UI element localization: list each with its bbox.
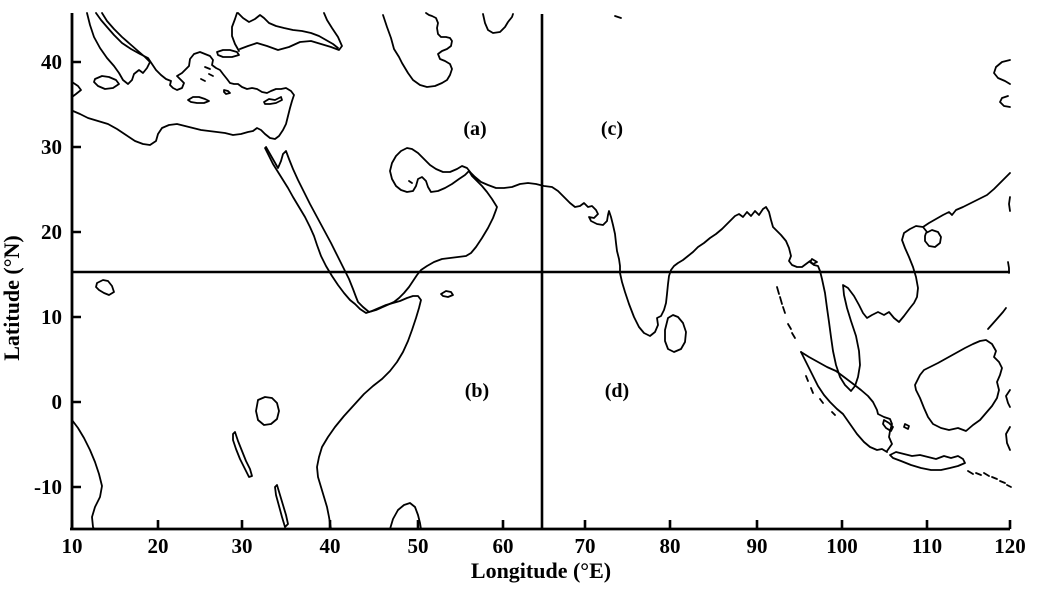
sea-of-marmara bbox=[216, 49, 240, 58]
island-palawan bbox=[987, 307, 1007, 330]
y-tick-label: -10 bbox=[34, 475, 62, 499]
coastline-mediterranean bbox=[72, 12, 295, 146]
coastlines bbox=[71, 12, 1012, 530]
black-sea-west-shore bbox=[231, 12, 240, 52]
coastline-northeast-africa bbox=[264, 147, 422, 530]
island-bahrain bbox=[408, 180, 413, 184]
x-tick-label: 70 bbox=[575, 534, 596, 558]
black-sea-north-shore bbox=[237, 12, 339, 49]
x-tick-label: 10 bbox=[62, 534, 83, 558]
y-axis-ticks bbox=[72, 60, 81, 489]
x-axis-ticks bbox=[70, 520, 1012, 529]
y-tick-label: 30 bbox=[41, 135, 62, 159]
lake-malawi bbox=[274, 484, 289, 528]
quadrant-label-d: (d) bbox=[605, 380, 629, 402]
island-cyprus bbox=[263, 96, 283, 105]
coastline-tunisia-cap-bon bbox=[71, 81, 82, 98]
island-sulawesi-edge-north bbox=[1005, 389, 1011, 408]
island-sri-lanka bbox=[664, 314, 687, 353]
x-tick-label: 20 bbox=[148, 534, 169, 558]
coastline-china-jiangsu bbox=[999, 95, 1011, 108]
island-sicily bbox=[93, 75, 120, 90]
island-taiwan-edge bbox=[1008, 196, 1011, 212]
y-tick-label: 40 bbox=[41, 50, 62, 74]
x-tick-label: 100 bbox=[826, 534, 858, 558]
y-tick-label: 20 bbox=[41, 220, 62, 244]
coastline-italy-adriatic bbox=[86, 12, 151, 85]
islands-mentawai bbox=[805, 375, 836, 416]
x-tick-label: 60 bbox=[493, 534, 514, 558]
island-bangka bbox=[882, 419, 894, 432]
islands-andaman-nicobar bbox=[776, 286, 796, 339]
coastline-arabia-india-seasia bbox=[265, 146, 1011, 392]
y-tick-labels: 40 30 20 10 0 -10 bbox=[34, 50, 62, 499]
y-tick-label: 10 bbox=[41, 305, 62, 329]
x-axis-title: Longitude (°E) bbox=[471, 558, 611, 583]
coastline-china-yellow-sea bbox=[993, 59, 1011, 85]
island-rhodes bbox=[223, 89, 231, 95]
island-madagascar-tip bbox=[389, 502, 422, 530]
x-tick-label: 30 bbox=[232, 534, 253, 558]
coastline-west-africa bbox=[71, 419, 103, 530]
quadrant-label-b: (b) bbox=[465, 380, 489, 402]
black-sea-south-east-shore bbox=[239, 12, 343, 51]
island-socotra bbox=[440, 290, 454, 298]
lake-victoria bbox=[255, 396, 280, 426]
quadrant-label-c: (c) bbox=[601, 118, 623, 140]
small-lake-top bbox=[614, 15, 622, 19]
island-belitung bbox=[903, 423, 910, 430]
quadrant-label-a: (a) bbox=[463, 118, 486, 140]
islands-bali-lesser-sunda bbox=[967, 470, 1012, 488]
x-tick-labels: 10 20 30 40 50 60 70 80 90 100 110 120 bbox=[62, 534, 1026, 558]
lake-chad bbox=[95, 279, 115, 296]
x-tick-label: 120 bbox=[994, 534, 1026, 558]
x-tick-label: 50 bbox=[408, 534, 429, 558]
y-tick-label: 0 bbox=[52, 390, 63, 414]
x-tick-label: 40 bbox=[320, 534, 341, 558]
island-sulawesi-edge-south bbox=[1005, 426, 1011, 451]
lake-tanganyika bbox=[232, 431, 253, 478]
island-java bbox=[889, 451, 966, 471]
island-crete bbox=[187, 96, 210, 104]
island-sumatra-west-coast bbox=[800, 351, 888, 453]
aegean-islands bbox=[200, 66, 214, 82]
caspian-sea bbox=[382, 12, 453, 88]
island-borneo bbox=[914, 339, 1003, 432]
aral-sea bbox=[482, 13, 514, 34]
x-tick-label: 90 bbox=[747, 534, 768, 558]
y-axis-title: Latitude (°N) bbox=[0, 235, 24, 361]
island-sumatra-east-coast bbox=[800, 351, 893, 452]
x-tick-label: 110 bbox=[912, 534, 942, 558]
x-tick-label: 80 bbox=[660, 534, 681, 558]
island-hainan bbox=[924, 229, 942, 248]
